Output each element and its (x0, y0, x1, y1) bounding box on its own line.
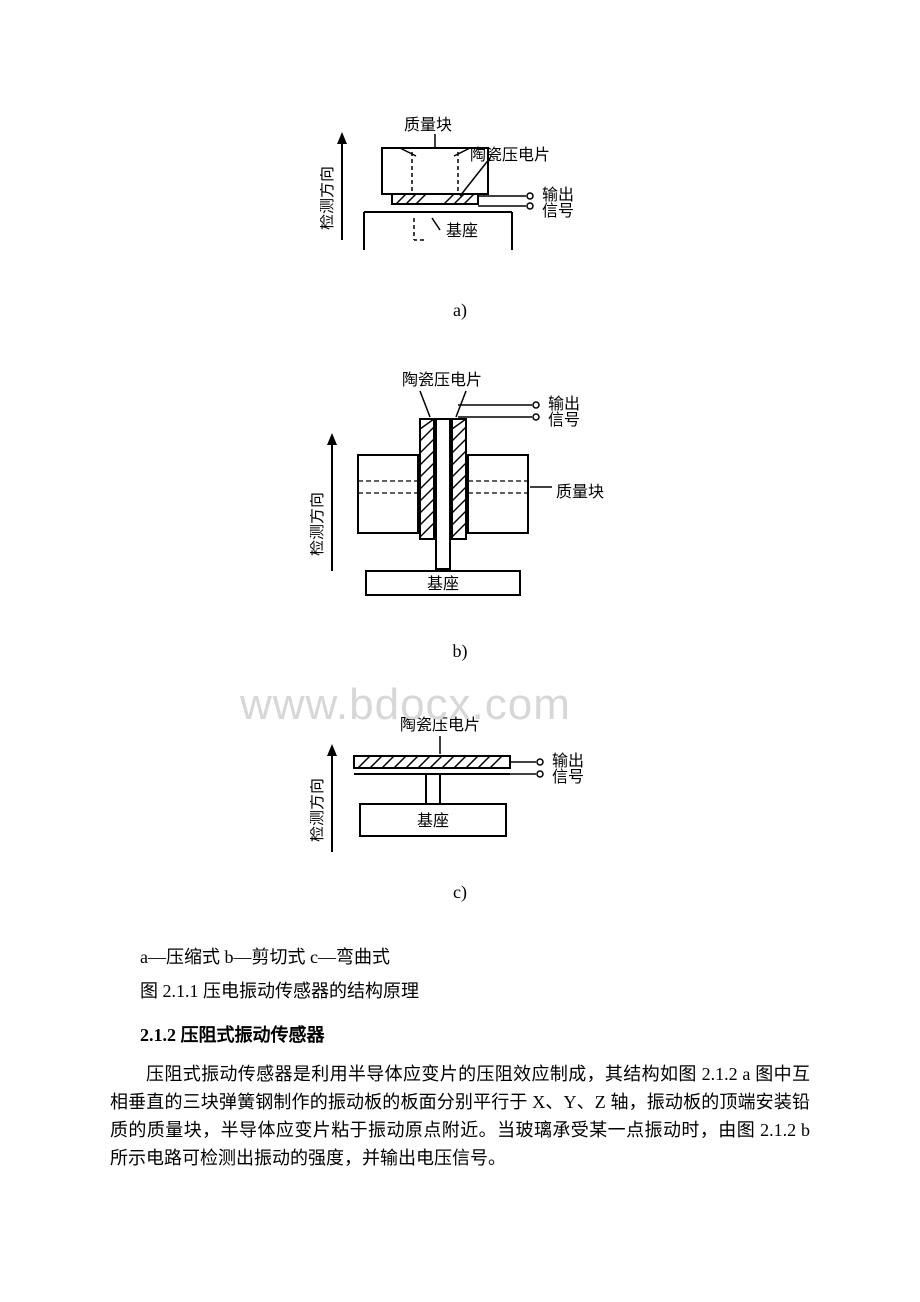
label-direction-b: 检测方向 (310, 492, 326, 556)
label-out1-c: 输出 (552, 752, 584, 770)
label-out1-a: 输出 (542, 186, 574, 204)
label-ceramic-a: 陶瓷压电片 (470, 146, 550, 164)
label-base-a: 基座 (446, 222, 478, 240)
caption-a: a) (453, 300, 467, 321)
label-direction-c: 检测方向 (310, 778, 326, 842)
label-out2-c: 信号 (552, 768, 584, 786)
label-base-b: 基座 (427, 575, 459, 593)
caption-c: c) (453, 882, 467, 903)
label-out1-b: 输出 (548, 395, 580, 413)
label-out2-b: 信号 (548, 411, 580, 429)
figure-c: 检测方向 陶瓷压电片 (110, 702, 810, 913)
label-mass-a: 质量块 (404, 116, 452, 134)
figure-b: 检测方向 陶瓷压电片 输出 信号 (110, 361, 810, 672)
caption-b: b) (453, 641, 468, 662)
label-base-c: 基座 (417, 812, 449, 830)
diagram-b: 检测方向 陶瓷压电片 输出 信号 (310, 361, 610, 631)
label-ceramic-b: 陶瓷压电片 (402, 371, 482, 389)
figure-a: 检测方向 质量块 陶瓷压电片 (110, 100, 810, 331)
label-direction-a: 检测方向 (320, 166, 336, 230)
label-ceramic-c: 陶瓷压电片 (400, 716, 480, 734)
section-heading: 2.1.2 压阻式振动传感器 (110, 1021, 810, 1047)
figure-caption: 图 2.1.1 压电振动传感器的结构原理 (110, 977, 810, 1003)
legend-line: a—压缩式 b—剪切式 c—弯曲式 (110, 943, 810, 969)
body-paragraph: 压阻式振动传感器是利用半导体应变片的压阻效应制成，其结构如图 2.1.2 a 图… (110, 1061, 810, 1173)
label-mass-b: 质量块 (556, 483, 604, 501)
diagram-a: 检测方向 质量块 陶瓷压电片 (320, 100, 600, 290)
label-out2-a: 信号 (542, 202, 574, 220)
diagram-c: 检测方向 陶瓷压电片 (310, 702, 610, 872)
